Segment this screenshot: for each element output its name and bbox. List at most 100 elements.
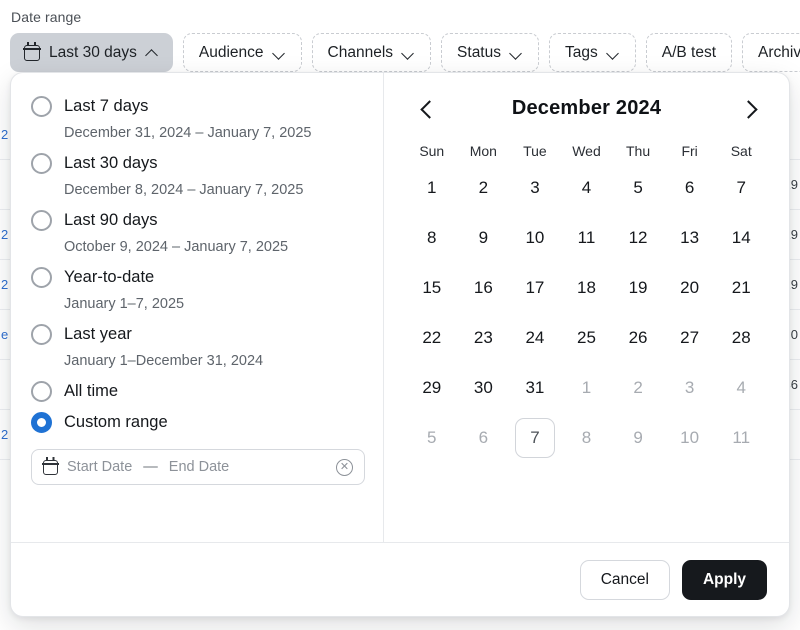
filter-chip-status[interactable]: Status — [441, 33, 539, 72]
preset-option-3[interactable]: Year-to-date January 1–7, 2025 — [27, 264, 367, 317]
calendar-day-number: 20 — [680, 278, 700, 297]
start-date-input[interactable]: Start Date — [67, 459, 133, 475]
calendar-day[interactable]: 9 — [612, 417, 664, 459]
calendar-day-number: 28 — [731, 328, 751, 347]
calendar-day-number: 26 — [628, 328, 648, 347]
calendar-day[interactable]: 1 — [561, 367, 613, 409]
calendar-day-number: 2 — [478, 178, 489, 197]
filter-chip-label: Last 30 days — [49, 43, 137, 61]
preset-text: Last 7 days December 31, 2024 – January 7… — [64, 93, 311, 146]
preset-option-5[interactable]: All time — [27, 378, 367, 405]
calendar-day[interactable]: 8 — [561, 417, 613, 459]
filter-chip-audience[interactable]: Audience — [182, 33, 302, 72]
filter-chip-label: Tags — [565, 43, 598, 61]
radio-icon[interactable] — [31, 153, 52, 174]
radio-icon[interactable] — [31, 210, 52, 231]
end-date-input[interactable]: End Date — [168, 459, 230, 475]
prev-month-button[interactable] — [412, 93, 442, 123]
calendar-day[interactable]: 5 — [406, 417, 458, 459]
calendar-day[interactable]: 3 — [509, 167, 561, 209]
preset-text: Year-to-date January 1–7, 2025 — [64, 264, 184, 317]
calendar-day[interactable]: 21 — [715, 267, 767, 309]
calendar-day[interactable]: 12 — [612, 217, 664, 259]
month-title: December 2024 — [511, 96, 662, 119]
calendar-day[interactable]: 20 — [664, 267, 716, 309]
calendar-day-number: 10 — [525, 228, 545, 247]
calendar-day[interactable]: 7 — [715, 167, 767, 209]
calendar-day[interactable]: 26 — [612, 317, 664, 359]
apply-button[interactable]: Apply — [681, 559, 767, 600]
calendar-day[interactable]: 6 — [664, 167, 716, 209]
preset-label: Last 90 days — [64, 211, 158, 229]
preset-text: Last year January 1–December 31, 2024 — [64, 321, 263, 374]
preset-sublabel: October 9, 2024 – January 7, 2025 — [64, 239, 289, 255]
calendar-day[interactable]: 16 — [458, 267, 510, 309]
calendar-day[interactable]: 23 — [458, 317, 510, 359]
calendar-day[interactable]: 25 — [561, 317, 613, 359]
calendar-day[interactable]: 30 — [458, 367, 510, 409]
filter-bar: Last 30 days Audience Channels Status Tags A/… — [10, 33, 800, 72]
calendar-day[interactable]: 31 — [509, 367, 561, 409]
calendar-day[interactable]: 28 — [715, 317, 767, 359]
preset-text: Custom range — [64, 409, 168, 436]
radio-icon[interactable] — [31, 267, 52, 288]
filter-chip-date-range[interactable]: Last 30 days — [10, 33, 173, 72]
calendar-day[interactable]: 29 — [406, 367, 458, 409]
calendar-day[interactable]: 3 — [664, 367, 716, 409]
date-range-popover: Last 7 days December 31, 2024 – January 7… — [10, 72, 790, 617]
calendar-day[interactable]: 10 — [509, 217, 561, 259]
calendar-day[interactable]: 8 — [406, 217, 458, 259]
calendar-day[interactable]: 1 — [406, 167, 458, 209]
calendar-day[interactable]: 14 — [715, 217, 767, 259]
calendar-day[interactable]: 4 — [715, 367, 767, 409]
clear-circle-icon[interactable]: ✕ — [336, 458, 353, 476]
radio-icon[interactable] — [31, 381, 52, 402]
calendar-day-number: 6 — [478, 428, 489, 447]
calendar-day[interactable]: 11 — [715, 417, 767, 459]
calendar-day[interactable]: 13 — [664, 217, 716, 259]
calendar-day[interactable]: 11 — [561, 217, 613, 259]
calendar-day[interactable]: 4 — [561, 167, 613, 209]
preset-option-4[interactable]: Last year January 1–December 31, 2024 — [27, 321, 367, 374]
next-month-button[interactable] — [731, 93, 761, 123]
calendar-day[interactable]: 2 — [612, 367, 664, 409]
weekday-label: Mon — [469, 143, 497, 159]
calendar-day[interactable]: 9 — [458, 217, 510, 259]
calendar-day-number: 2 — [633, 378, 643, 397]
radio-icon[interactable] — [31, 412, 52, 433]
preset-option-2[interactable]: Last 90 days October 9, 2024 – January 7,… — [27, 207, 367, 260]
calendar-day[interactable]: 6 — [458, 417, 510, 459]
cancel-button[interactable]: Cancel — [579, 559, 670, 600]
calendar-day[interactable]: 7 — [509, 417, 561, 459]
calendar-day[interactable]: 15 — [406, 267, 458, 309]
calendar-day-number: 18 — [577, 278, 596, 297]
calendar-day[interactable]: 2 — [458, 167, 510, 209]
calendar-day-number: 5 — [633, 178, 643, 197]
calendar-day[interactable]: 19 — [612, 267, 664, 309]
filter-chip-tags[interactable]: Tags — [549, 33, 636, 72]
chevron-right-icon — [741, 103, 752, 114]
calendar-day[interactable]: 17 — [509, 267, 561, 309]
calendar-day[interactable]: 10 — [664, 417, 716, 459]
calendar-day[interactable]: 5 — [612, 167, 664, 209]
radio-icon[interactable] — [31, 324, 52, 345]
preset-option-0[interactable]: Last 7 days December 31, 2024 – January 7… — [27, 93, 367, 146]
calendar-day[interactable]: 24 — [509, 317, 561, 359]
calendar-day-number: 8 — [427, 228, 437, 247]
filter-chip-ab-test[interactable]: A/B test — [645, 33, 733, 72]
filter-chip-archived[interactable]: Archived — [742, 33, 800, 72]
preset-label: Last year — [64, 325, 132, 343]
calendar-day[interactable]: 18 — [561, 267, 613, 309]
calendar-day[interactable]: 27 — [664, 317, 716, 359]
calendar-day-number: 30 — [473, 378, 493, 397]
filter-chip-channels[interactable]: Channels — [311, 33, 432, 72]
calendar-day-number: 3 — [530, 178, 540, 197]
filter-chip-label: A/B test — [661, 43, 717, 61]
radio-icon[interactable] — [31, 96, 52, 117]
calendar-week: 1 2 3 4 5 6 7 — [406, 167, 767, 209]
calendar-day[interactable]: 22 — [406, 317, 458, 359]
custom-range-input[interactable]: Start Date — End Date ✕ — [31, 449, 365, 485]
preset-option-1[interactable]: Last 30 days December 8, 2024 – January 7… — [27, 150, 367, 203]
weekday-label: Sun — [419, 143, 445, 159]
preset-option-6[interactable]: Custom range — [27, 409, 367, 436]
